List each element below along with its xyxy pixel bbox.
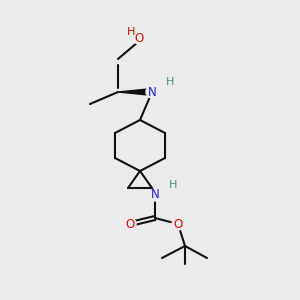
Text: O: O [125, 218, 135, 230]
Text: O: O [134, 32, 144, 44]
Circle shape [172, 218, 184, 230]
Text: N: N [151, 188, 159, 202]
Text: H: H [166, 77, 174, 87]
Text: O: O [173, 218, 183, 230]
Circle shape [146, 86, 158, 98]
Circle shape [133, 32, 145, 44]
Circle shape [124, 218, 136, 230]
Circle shape [149, 189, 161, 201]
Polygon shape [118, 89, 148, 95]
Text: H: H [169, 180, 177, 190]
Text: H: H [127, 27, 135, 37]
Text: N: N [148, 85, 156, 98]
